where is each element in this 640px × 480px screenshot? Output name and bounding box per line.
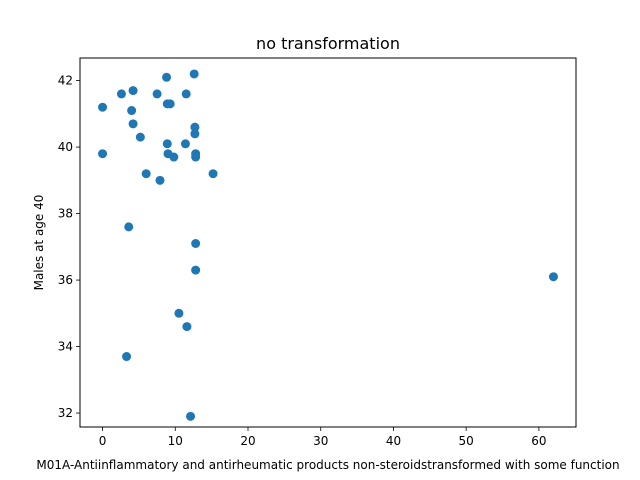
data-point-1 bbox=[98, 149, 108, 159]
x-tick-label: 0 bbox=[99, 434, 107, 448]
data-point-22 bbox=[186, 411, 196, 421]
data-point-8 bbox=[135, 132, 145, 142]
data-point-0 bbox=[98, 102, 108, 112]
y-tick-label: 36 bbox=[58, 273, 73, 287]
data-point-18 bbox=[174, 308, 184, 318]
data-point-14 bbox=[162, 139, 172, 149]
data-point-7 bbox=[128, 119, 138, 129]
data-point-4 bbox=[124, 222, 134, 232]
data-point-17 bbox=[169, 152, 179, 162]
data-point-24 bbox=[190, 129, 200, 139]
x-axis-ticks: 0 10 20 30 40 50 60 bbox=[99, 427, 547, 448]
data-point-29 bbox=[191, 265, 201, 275]
data-point-30 bbox=[208, 169, 218, 179]
y-tick-label: 38 bbox=[58, 207, 73, 221]
data-point-6 bbox=[128, 86, 138, 96]
x-tick-label: 30 bbox=[313, 434, 328, 448]
data-point-11 bbox=[155, 175, 165, 185]
y-axis-ticks: 32 34 36 38 40 42 bbox=[58, 74, 80, 420]
data-point-31 bbox=[548, 272, 558, 282]
plot-area bbox=[80, 58, 576, 427]
data-point-16 bbox=[165, 99, 175, 109]
x-tick-label: 40 bbox=[386, 434, 401, 448]
data-point-9 bbox=[141, 169, 151, 179]
y-axis-label: Males at age 40 bbox=[32, 195, 46, 291]
x-tick-label: 60 bbox=[531, 434, 546, 448]
data-point-27 bbox=[191, 152, 201, 162]
data-point-12 bbox=[162, 72, 172, 82]
data-point-20 bbox=[181, 89, 191, 99]
data-point-5 bbox=[127, 106, 137, 116]
data-point-19 bbox=[180, 139, 190, 149]
data-point-21 bbox=[182, 322, 192, 332]
data-point-25 bbox=[190, 122, 200, 132]
x-axis-label: M01A-Antiinflammatory and antirheumatic … bbox=[36, 458, 619, 472]
y-tick-label: 34 bbox=[58, 340, 73, 354]
chart-title: no transformation bbox=[256, 34, 400, 53]
plot-frame bbox=[79, 57, 577, 428]
data-point-2 bbox=[116, 89, 126, 99]
data-point-3 bbox=[122, 352, 132, 362]
data-point-10 bbox=[152, 89, 162, 99]
y-tick-label: 32 bbox=[58, 406, 73, 420]
x-tick-label: 10 bbox=[168, 434, 183, 448]
data-points bbox=[98, 69, 558, 421]
x-tick-label: 50 bbox=[459, 434, 474, 448]
x-tick-label: 20 bbox=[240, 434, 255, 448]
data-point-28 bbox=[191, 239, 201, 248]
data-point-23 bbox=[189, 69, 199, 79]
y-tick-label: 40 bbox=[58, 140, 73, 154]
y-tick-label: 42 bbox=[58, 74, 73, 88]
